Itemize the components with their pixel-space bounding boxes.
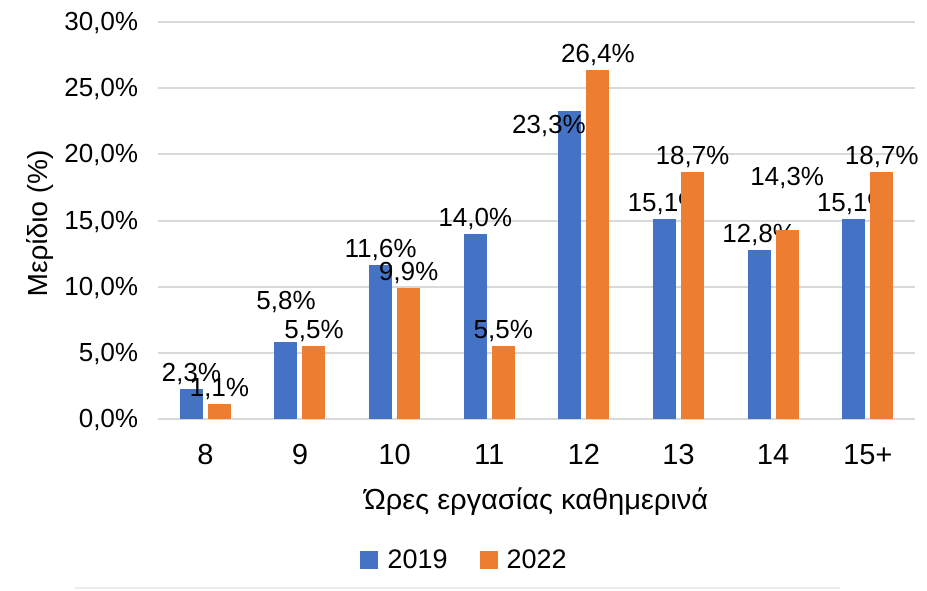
bar-2019-14 [747, 249, 771, 419]
legend-swatch-2019 [360, 550, 379, 569]
value-label-2019-15+: 15,1% [816, 187, 891, 218]
gridline [158, 285, 915, 288]
value-label-2022-10: 9,9% [378, 255, 439, 286]
x-tick-label-15+: 15+ [843, 439, 893, 471]
bar-2019-9 [274, 342, 298, 419]
value-label-2019-8: 2,3% [161, 356, 221, 387]
value-label-2022-8: 1,1% [189, 372, 249, 403]
value-label-2019-10: 11,6% [344, 233, 417, 264]
gridline [158, 87, 915, 90]
bar-2019-15+ [842, 219, 866, 419]
value-label-2019-12: 23,3% [511, 108, 586, 139]
x-tick-label-12: 12 [567, 439, 600, 471]
x-tick-label-11: 11 [474, 439, 505, 471]
y-tick-label: 30,0% [64, 6, 138, 36]
bar-2022-10 [397, 287, 421, 419]
y-tick-label: 20,0% [64, 138, 138, 169]
x-tick-label-10: 10 [378, 439, 411, 471]
bar-2019-10 [369, 265, 393, 419]
value-label-2022-14: 14,3% [750, 160, 824, 191]
x-tick-label-13: 13 [662, 439, 695, 471]
value-label-2022-9: 5,5% [284, 314, 344, 345]
legend-item-2022: 2022 [479, 544, 567, 574]
x-axis-title: Ώρες εργασίας καθημερινά [363, 484, 709, 516]
legend-label-2022: 2022 [506, 544, 567, 574]
legend-item-2019: 2019 [360, 544, 448, 574]
value-label-2022-12: 26,4% [560, 37, 635, 68]
legend-label-2019: 2019 [387, 544, 448, 574]
gridline [158, 21, 915, 23]
bar-2022-15+ [870, 171, 894, 419]
gridline [158, 351, 915, 354]
y-tick-label: 15,0% [64, 204, 138, 235]
bar-2019-13 [652, 219, 676, 419]
bar-2022-8 [207, 404, 231, 419]
bar-2022-13 [680, 171, 704, 419]
bar-2022-12 [586, 69, 610, 419]
gridline [158, 219, 915, 222]
bar-2019-8 [179, 388, 203, 419]
gridline [158, 153, 915, 156]
x-tick-label-14: 14 [756, 439, 790, 471]
value-label-2022-13: 18,7% [655, 139, 730, 170]
y-tick-label: 0,0% [78, 403, 138, 433]
bar-2022-9 [302, 346, 326, 419]
y-tick-label: 10,0% [64, 270, 138, 301]
decorative-faint-line [75, 587, 840, 589]
legend-swatch-2022 [479, 550, 498, 569]
y-tick-label: 25,0% [64, 72, 138, 103]
y-tick-label: 5,0% [78, 336, 138, 367]
bar-2022-14 [775, 229, 799, 419]
value-label-2022-11: 5,5% [473, 314, 533, 345]
value-label-2019-9: 5,8% [256, 285, 316, 316]
value-label-2022-15+: 18,7% [844, 139, 919, 170]
x-tick-label-9: 9 [291, 439, 308, 471]
bar-2019-11 [463, 233, 487, 419]
x-axis-line [158, 418, 915, 420]
value-label-2019-11: 14,0% [438, 201, 513, 232]
value-label-2019-14: 12,8% [722, 217, 796, 248]
bar-2019-12 [558, 110, 582, 419]
value-label-2019-13: 15,1% [627, 187, 702, 218]
x-tick-label-8: 8 [197, 439, 214, 471]
legend: 2019 2022 [0, 546, 927, 573]
bar-2022-11 [491, 346, 515, 419]
